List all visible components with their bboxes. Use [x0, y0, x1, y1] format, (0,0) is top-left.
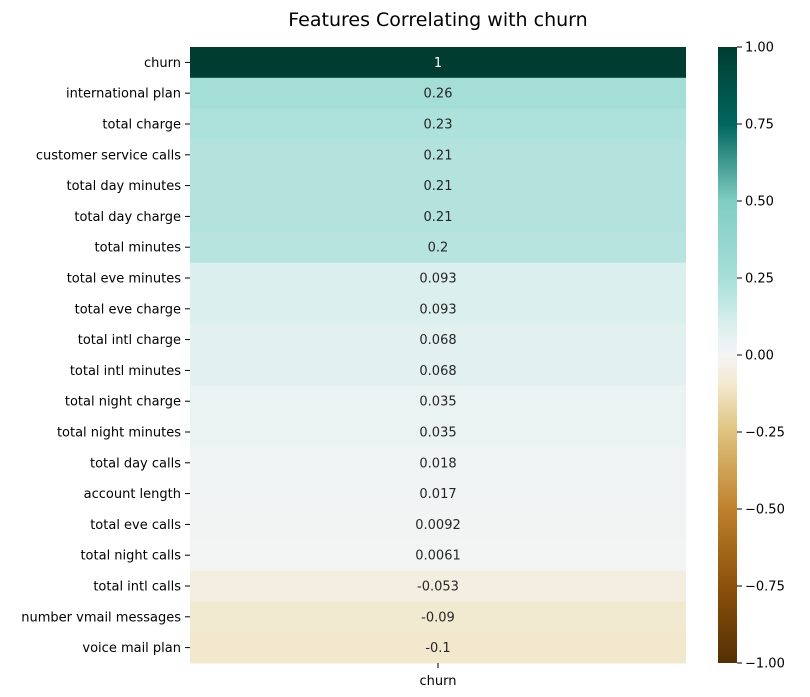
- heatmap-cell: [190, 262, 686, 294]
- heatmap-cell: [190, 447, 686, 479]
- heatmap-cell: [190, 201, 686, 233]
- y-tick-label: international plan: [66, 87, 181, 102]
- y-tick-label: total day minutes: [66, 179, 181, 194]
- colorbar-tick-label: 1.00: [745, 41, 774, 56]
- y-tick-label: total day calls: [90, 456, 181, 471]
- colorbar-tick-label: −0.25: [745, 426, 785, 441]
- colorbar-tick-label: −0.50: [745, 503, 785, 518]
- heatmap-cell: [190, 478, 686, 510]
- y-tick-label: total intl charge: [78, 333, 181, 348]
- colorbar-tick-label: 0.50: [745, 195, 774, 210]
- heatmap-cell: [190, 385, 686, 418]
- y-tick-label: total eve minutes: [67, 272, 182, 287]
- y-tick-label: total minutes: [95, 241, 182, 256]
- cell-annotation: 0.0092: [415, 518, 461, 533]
- heatmap-cell: [190, 324, 686, 356]
- cell-annotation: 0.068: [419, 333, 456, 348]
- cell-annotation: 0.2: [428, 241, 449, 256]
- cell-annotation: 0.035: [419, 426, 456, 441]
- heatmap-cell: [190, 601, 686, 633]
- y-tick-label: total day charge: [74, 210, 181, 225]
- heatmap-cell: [190, 293, 686, 325]
- cell-annotation: 0.093: [419, 272, 456, 287]
- colorbar-tick-label: −0.75: [745, 580, 785, 595]
- y-tick-label: total night calls: [80, 549, 181, 564]
- y-tick-label: total eve calls: [90, 518, 181, 533]
- cell-annotation: 0.23: [424, 118, 453, 133]
- x-axis: churn: [420, 663, 457, 689]
- y-tick-label: voice mail plan: [82, 641, 181, 656]
- y-axis: churn international plan total charge custo…: [21, 56, 190, 656]
- colorbar-tick-label: 0.25: [745, 272, 774, 287]
- cell-annotations: 1 0.26 0.23 0.21 0.21 0.21 0.2 0.093 0.093 0.068 0…: [415, 56, 461, 656]
- heatmap-cell: [190, 108, 686, 140]
- heatmap-cell: [190, 170, 686, 202]
- heatmap-cell: [190, 231, 686, 264]
- heatmap-cell: [190, 139, 686, 171]
- colorbar-tick-label: −1.00: [745, 657, 785, 672]
- cell-annotation: -0.1: [425, 641, 450, 656]
- colorbar: 1.00 0.75 0.50 0.25 0.00 −0.25 −0.50 −0.75 −1.00: [718, 41, 785, 672]
- cell-annotation: 0.0061: [415, 549, 461, 564]
- heatmap-cell: [190, 416, 686, 448]
- heatmap-cell: [190, 47, 686, 79]
- heatmap-cell: [190, 355, 686, 387]
- heatmap-cell: [190, 570, 686, 602]
- cell-annotation: 1: [434, 56, 442, 71]
- y-tick-label: total charge: [102, 118, 181, 133]
- cell-annotation: -0.053: [417, 580, 459, 595]
- chart-title: Features Correlating with churn: [288, 9, 587, 31]
- cell-annotation: 0.017: [419, 487, 456, 502]
- heatmap-cells: [190, 47, 686, 664]
- y-tick-label: total night minutes: [57, 426, 181, 441]
- y-tick-label: account length: [84, 487, 181, 502]
- y-tick-label: number vmail messages: [21, 610, 181, 625]
- colorbar-tick-label: 0.75: [745, 118, 774, 133]
- cell-annotation: 0.21: [424, 210, 453, 225]
- cell-annotation: 0.093: [419, 302, 456, 317]
- y-tick-label: total night charge: [65, 395, 181, 410]
- cell-annotation: -0.09: [421, 610, 455, 625]
- colorbar-tick-label: 0.00: [745, 349, 774, 364]
- heatmap-cell: [190, 632, 686, 664]
- y-tick-label: total intl minutes: [70, 364, 181, 379]
- cell-annotation: 0.21: [424, 179, 453, 194]
- cell-annotation: 0.21: [424, 148, 453, 163]
- cell-annotation: 0.035: [419, 395, 456, 410]
- y-tick-label: total intl calls: [93, 580, 181, 595]
- y-tick-label: total eve charge: [75, 302, 181, 317]
- cell-annotation: 0.26: [424, 87, 453, 102]
- y-tick-label: customer service calls: [36, 148, 181, 163]
- cell-annotation: 0.018: [419, 456, 456, 471]
- heatmap-cell: [190, 509, 686, 541]
- x-tick-label: churn: [420, 674, 457, 689]
- y-tick-label: churn: [144, 56, 181, 71]
- heatmap-cell: [190, 77, 686, 110]
- cell-annotation: 0.068: [419, 364, 456, 379]
- heatmap-cell: [190, 539, 686, 572]
- colorbar-gradient: [718, 47, 737, 663]
